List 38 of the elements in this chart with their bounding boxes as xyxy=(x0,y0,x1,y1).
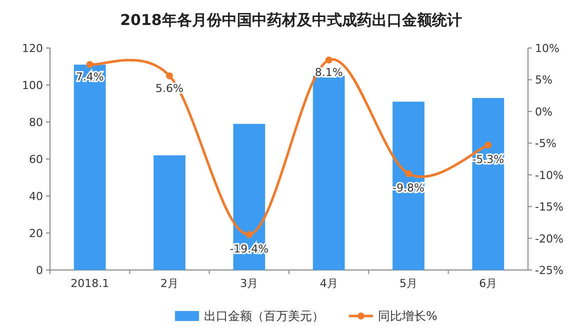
y-tick-label: 40 xyxy=(29,190,43,203)
x-tick-label: 4月 xyxy=(320,277,338,290)
legend-label: 出口金额（百万美元） xyxy=(204,309,324,323)
y2-tick-label: -15% xyxy=(535,200,564,214)
y2-tick-label: -5% xyxy=(535,137,556,150)
point xyxy=(325,56,332,64)
bar xyxy=(472,98,504,270)
point xyxy=(86,60,94,68)
bar xyxy=(392,102,424,270)
y2-tick-label: -10% xyxy=(535,168,564,182)
x-tick-label: 6月 xyxy=(479,277,498,290)
x-tick-label: 3月 xyxy=(240,277,258,290)
data-label: -9.8% xyxy=(392,182,424,195)
point xyxy=(166,72,173,80)
bar xyxy=(74,64,106,270)
point xyxy=(246,230,253,238)
y2-tick-label: -25% xyxy=(535,264,564,277)
data-label: 7.4% xyxy=(76,70,104,84)
x-tick-label: 2018.1 xyxy=(70,277,110,290)
legend-label: 同比增长% xyxy=(378,309,438,323)
y-tick-label: 120 xyxy=(22,42,43,55)
bar xyxy=(154,155,186,270)
chart-title: 2018年各月份中国中药材及中式成药出口金额统计 xyxy=(120,11,462,29)
y2-tick-label: 10% xyxy=(535,42,560,55)
y-tick-label: 80 xyxy=(29,116,43,129)
y-tick-label: 20 xyxy=(29,227,43,240)
x-tick-label: 2月 xyxy=(160,277,178,290)
y-tick-label: 0 xyxy=(36,264,43,277)
y-tick-label: 60 xyxy=(29,153,43,166)
y-tick-label: 100 xyxy=(22,79,43,92)
bar xyxy=(312,76,345,270)
point xyxy=(484,142,492,149)
point xyxy=(405,170,412,178)
y2-tick-label: 5% xyxy=(535,74,552,87)
y2-tick-label: -20% xyxy=(535,232,564,246)
y2-tick-label: 0% xyxy=(535,105,552,118)
x-tick-label: 5月 xyxy=(400,277,418,290)
data-label: -5.3% xyxy=(472,153,504,166)
